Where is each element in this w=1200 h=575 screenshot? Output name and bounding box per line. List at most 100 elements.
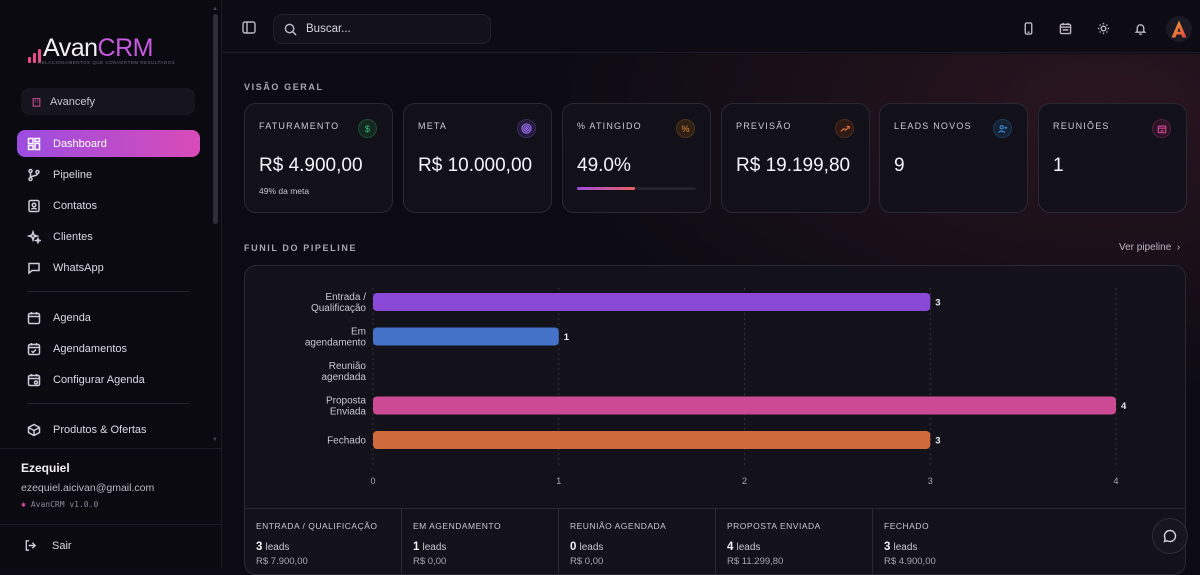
logo-bars-icon: [28, 49, 41, 63]
sidebar-item-agenda[interactable]: Agenda: [17, 304, 200, 331]
chart-data-label: 4: [1121, 401, 1127, 412]
logout-button[interactable]: Sair: [24, 539, 72, 552]
percent-icon: %: [676, 119, 695, 138]
chart-category-label: Em agendamento: [305, 327, 367, 349]
sidebar-divider: [27, 291, 190, 292]
stage-count-number: 4: [727, 541, 734, 553]
kpi-card-faturamento: FATURAMENTO $ R$ 4.900,00 49% da meta: [244, 103, 393, 213]
sidebar-item-clientes[interactable]: Clientes: [17, 223, 200, 250]
scroll-down-arrow-icon[interactable]: ▼: [212, 437, 218, 443]
stage-summary-reuniao-agendada[interactable]: REUNIÃO AGENDADA 0 leads R$ 0,00: [559, 509, 716, 574]
chart-category-label-line: Em: [351, 327, 366, 338]
chart-x-tick-label: 4: [1113, 476, 1118, 486]
stage-count: 4 leads: [727, 541, 872, 553]
sun-icon[interactable]: [1097, 22, 1110, 35]
chart-x-tick-label: 1: [556, 476, 561, 486]
sidebar-item-label: Produtos & Ofertas: [53, 423, 147, 436]
chart-category-label-line: Entrada /: [325, 292, 366, 303]
brand-logo[interactable]: Avan CRM: [28, 34, 153, 63]
stage-count-number: 1: [413, 541, 420, 553]
sidebar-item-contatos[interactable]: Contatos: [17, 192, 200, 219]
ver-pipeline-link[interactable]: Ver pipeline ›: [1119, 242, 1180, 253]
sidebar-item-dashboard[interactable]: Dashboard: [17, 130, 200, 157]
sidebar-divider: [27, 403, 190, 404]
chart-category-label-line: Fechado: [327, 436, 366, 447]
chart-category-label-line: Enviada: [330, 407, 367, 418]
logout-icon: [25, 540, 37, 551]
stage-summary-entrada[interactable]: ENTRADA / QUALIFICAÇÃO 3 leads R$ 7.900,…: [245, 509, 402, 574]
chart-category-label-line: Qualificação: [311, 303, 366, 314]
stage-label: REUNIÃO AGENDADA: [570, 521, 667, 531]
search-input[interactable]: [306, 23, 466, 35]
sidebar: Avan CRM RELACIONAMENTOS QUE CONVERTEM RE…: [0, 0, 222, 568]
chart-category-label-line: agendada: [322, 372, 367, 383]
stage-count-number: 0: [570, 541, 577, 553]
sidebar-item-pipeline[interactable]: Pipeline: [17, 161, 200, 188]
sidebar-nav: Dashboard Pipeline Contatos Clientes Wha…: [17, 130, 200, 447]
stage-label: PROPOSTA ENVIADA: [727, 521, 821, 531]
sidebar-item-configurar-agenda[interactable]: Configurar Agenda: [17, 366, 200, 393]
kpi-label: FATURAMENTO: [259, 121, 340, 131]
user-plus-icon: [993, 119, 1012, 138]
sidebar-scrollbar[interactable]: [213, 14, 218, 224]
sidebar-item-agendamentos[interactable]: Agendamentos: [17, 335, 200, 362]
scroll-up-arrow-icon[interactable]: ▲: [212, 6, 218, 12]
kpi-card-meta: META R$ 10.000,00: [403, 103, 552, 213]
chart-category-label: Fechado: [327, 436, 366, 447]
chart-bar[interactable]: [373, 327, 559, 346]
sidebar-item-label: Agendamentos: [53, 342, 127, 355]
stage-value: R$ 7.900,00: [256, 556, 308, 567]
stage-summary-em-agendamento[interactable]: EM AGENDAMENTO 1 leads R$ 0,00: [402, 509, 559, 574]
topbar: [223, 0, 1200, 53]
user-email: ezequiel.aicivan@gmail.com: [21, 482, 155, 494]
chart-category-label-line: agendamento: [305, 338, 367, 349]
sidebar-item-whatsapp[interactable]: WhatsApp: [17, 254, 200, 281]
workspace-selector[interactable]: Avancefy: [21, 88, 195, 115]
chat-support-button[interactable]: [1152, 518, 1188, 554]
stage-count: 1 leads: [413, 541, 558, 553]
pipeline-icon: [28, 168, 40, 181]
kpi-card-reunioes: REUNIÕES 1: [1038, 103, 1187, 213]
bell-icon[interactable]: [1134, 22, 1147, 35]
chart-data-label: 1: [564, 332, 570, 343]
app-version-text: AvanCRM v1.0.0: [30, 500, 99, 509]
chart-bar[interactable]: [373, 396, 1116, 415]
pipeline-chart-card: 0 1 2 3 4 Entrada / Qualificação 3 Em agendamento…: [244, 265, 1186, 575]
search-box[interactable]: [273, 14, 491, 44]
chart-bar[interactable]: [373, 293, 931, 311]
chart-x-tick-label: 2: [742, 476, 747, 486]
chart-category-label-line: Proposta: [326, 396, 366, 407]
dashboard-icon: [27, 137, 41, 150]
stage-summary-proposta-enviada[interactable]: PROPOSTA ENVIADA 4 leads R$ 11.299,80: [716, 509, 873, 574]
pipeline-title: FUNIL DO PIPELINE: [244, 243, 358, 253]
chart-bar[interactable]: [373, 431, 931, 449]
kpi-subtext: 49% da meta: [259, 186, 310, 196]
kpi-value: R$ 4.900,00: [259, 155, 363, 176]
stage-count: 3 leads: [256, 541, 401, 553]
kpi-label: LEADS NOVOS: [894, 121, 972, 131]
calendar-settings-icon: [27, 373, 41, 386]
avatar[interactable]: [1166, 16, 1192, 42]
sidebar-item-label: Clientes: [53, 230, 93, 243]
stage-count-unit: leads: [265, 542, 290, 553]
stage-value: R$ 0,00: [413, 556, 447, 567]
sidebar-item-label: Pipeline: [53, 168, 93, 181]
stage-summary-fechado[interactable]: FECHADO 3 leads R$ 4.900,00: [873, 509, 1030, 574]
brand-name-part2: CRM: [97, 34, 154, 62]
user-panel: Ezequiel ezequiel.aicivan@gmail.com ✱ Ava…: [0, 448, 222, 509]
stage-count-unit: leads: [422, 542, 447, 553]
stage-value: R$ 11.299,80: [727, 556, 784, 567]
sidebar-item-label: Dashboard: [53, 137, 107, 150]
pipeline-funnel-chart: 0 1 2 3 4 Entrada / Qualificação 3 Em agendamento…: [305, 288, 1127, 486]
calendar-icon[interactable]: [1059, 22, 1072, 35]
brand-name-part1: Avan: [43, 34, 98, 62]
ver-pipeline-label: Ver pipeline: [1119, 242, 1172, 253]
sidebar-item-label: Contatos: [53, 199, 98, 212]
mobile-icon[interactable]: [1022, 22, 1035, 35]
chart-data-label: 3: [935, 436, 940, 447]
main-content: VISÃO GERAL FATURAMENTO $ R$ 4.900,00 49…: [223, 54, 1200, 575]
stage-label: ENTRADA / QUALIFICAÇÃO: [256, 521, 378, 531]
sidebar-toggle-icon[interactable]: [242, 21, 256, 34]
sidebar-item-label: WhatsApp: [53, 261, 104, 274]
sidebar-item-produtos-ofertas[interactable]: Produtos & Ofertas: [17, 416, 200, 443]
